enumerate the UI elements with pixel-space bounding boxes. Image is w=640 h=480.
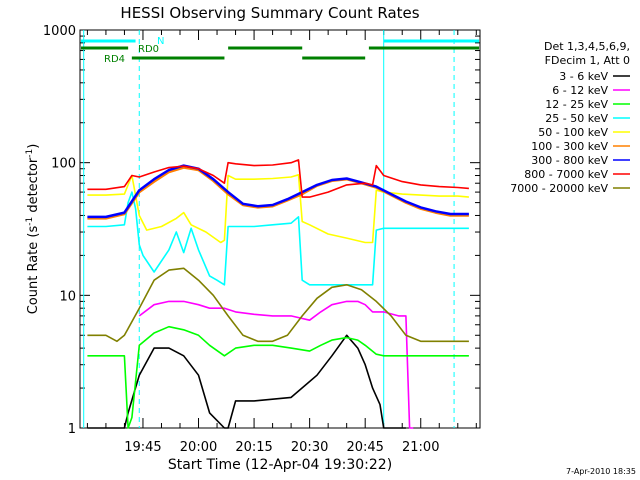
legend-entry-label: 6 - 12 keV: [552, 84, 608, 97]
series-line: [87, 267, 469, 343]
series-line: [87, 164, 469, 219]
x-axis-label: Start Time (12-Apr-04 19:30:22): [168, 457, 392, 473]
legend-entry-label: 50 - 100 keV: [538, 126, 608, 139]
series-line: [87, 325, 469, 429]
x-tick-label: 20:00: [180, 440, 217, 455]
chart-title: HESSI Observing Summary Count Rates: [120, 4, 419, 22]
series-lines: [87, 159, 469, 429]
legend-entry-label: 12 - 25 keV: [545, 98, 608, 111]
y-tick-label: 1: [68, 422, 76, 437]
flag-label: RD4: [104, 54, 125, 65]
y-tick-label: 10: [59, 289, 76, 304]
plot-frame: [79, 29, 481, 429]
y-tick-label: 100: [51, 157, 76, 172]
flag-label: N: [157, 36, 164, 47]
x-axis: 19:45 20:00 20:15 20:30 20:45 21:00: [86, 30, 477, 455]
series-line: [138, 300, 414, 429]
legend-header: Det 1,3,4,5,6,9,: [544, 40, 630, 53]
x-tick-label: 20:45: [346, 440, 383, 455]
legend: Det 1,3,4,5,6,9,FDecim 1, Att 0 3 - 6 keV…: [510, 40, 630, 195]
footer-timestamp: 7-Apr-2010 18:35: [566, 467, 636, 476]
legend-entry-label: 7000 - 20000 keV: [510, 182, 608, 195]
x-tick-label: 20:30: [291, 440, 328, 455]
y-tick-label: 1000: [43, 24, 76, 39]
legend-entry-label: 3 - 6 keV: [559, 70, 608, 83]
x-tick-label: 19:45: [124, 440, 161, 455]
legend-entry-label: 300 - 800 keV: [531, 154, 608, 167]
legend-entry-label: 25 - 50 keV: [545, 112, 608, 125]
series-line: [87, 334, 406, 429]
y-axis: 1 10 100 1000: [43, 24, 480, 437]
series-line: [87, 191, 469, 286]
y-axis-label: Count Rate (s-1 detector-1): [25, 144, 41, 315]
x-tick-label: 21:00: [402, 440, 439, 455]
series-line: [87, 159, 469, 198]
legend-entry-label: 100 - 300 keV: [531, 140, 608, 153]
flag-label: RD0: [138, 44, 159, 55]
legend-entry-label: 800 - 7000 keV: [524, 168, 608, 181]
x-tick-label: 20:15: [235, 440, 272, 455]
legend-header: FDecim 1, Att 0: [545, 54, 630, 67]
